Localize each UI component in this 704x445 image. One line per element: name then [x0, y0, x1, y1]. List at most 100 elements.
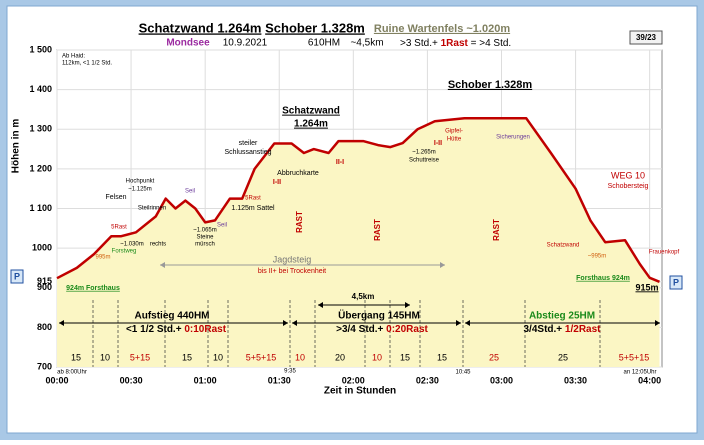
- segment-duration: 15: [437, 352, 447, 362]
- annotation: Seil: [217, 223, 227, 229]
- y-tick-label: 915: [37, 276, 52, 286]
- annotation: Schober 1.328m: [448, 79, 533, 91]
- annotation: I-II: [273, 179, 281, 186]
- profile-area: [57, 118, 660, 367]
- x-tick-label: 03:30: [564, 375, 587, 385]
- annotation: 1.264m: [294, 119, 328, 130]
- annotation: 924m Forsthaus: [66, 285, 120, 292]
- summary-time: 3/4Std.+ 1/2Rast: [524, 324, 602, 335]
- parking-box: [10, 269, 24, 284]
- annotation: Seil: [185, 189, 195, 195]
- profile-line: [56, 116, 660, 283]
- summary-title: Abstieg 25HM: [529, 311, 595, 322]
- summary-part: <1 1/2 Std.+: [126, 324, 182, 335]
- annotation: Forstweg: [112, 249, 137, 255]
- time-mark: ab 8:00Uhr: [57, 370, 87, 376]
- badge-box: [629, 30, 663, 45]
- segment-duration: 25: [558, 352, 568, 362]
- annotation: ~995m: [588, 254, 607, 260]
- summary-rest: 0:20Rast: [386, 324, 428, 335]
- x-tick-label: 02:30: [416, 375, 439, 385]
- annotation: ~1.125m: [128, 187, 152, 193]
- x-tick-label: 00:30: [120, 375, 143, 385]
- subtitle: 610HM: [308, 38, 340, 49]
- y-tick-label: 1 500: [29, 44, 52, 54]
- annotation: Schuttreise: [409, 158, 440, 164]
- badge: 39/23: [636, 33, 657, 42]
- subtitle: ~4,5km: [350, 38, 383, 49]
- title: Schober 1.328m: [265, 20, 365, 35]
- annotation: Steilrinnen: [138, 206, 166, 212]
- annotation: 5Rast: [111, 225, 127, 231]
- summary-time: <1 1/2 Std.+ 0:10Rast: [126, 324, 227, 335]
- segment-duration: 10: [372, 352, 382, 362]
- subtitle-part: 1Rast: [441, 38, 469, 49]
- summary-title: Übergang 145HM: [338, 309, 420, 322]
- y-tick-label: 1 400: [29, 84, 52, 94]
- annotation: Abbruchkarte: [277, 170, 319, 177]
- y-tick-label: 1000: [32, 243, 52, 253]
- segment-duration: 15: [182, 352, 192, 362]
- segment-duration: 15: [400, 352, 410, 362]
- summary-title: Aufstieg 440HM: [134, 311, 209, 322]
- subtitle-part: = >4 Std.: [471, 38, 512, 49]
- y-tick-label: 1 200: [29, 163, 52, 173]
- annotation: Gipfel-: [445, 129, 463, 135]
- summary-time: >3/4 Std.+ 0:20Rast: [336, 324, 428, 335]
- y-tick-label: 1 300: [29, 124, 52, 134]
- parking-box: [669, 275, 683, 290]
- annotation: 112km, <1 1/2 Std.: [62, 61, 112, 67]
- annotation: 1.125m Sattel: [231, 205, 275, 212]
- annotation: Hochpunkt: [126, 179, 155, 185]
- summary-rest: 0:10Rast: [184, 324, 226, 335]
- x-tick-label: 01:30: [268, 375, 291, 385]
- subtitle-part: >3 Std.+: [400, 38, 438, 49]
- segment-duration: 15: [71, 352, 81, 362]
- x-tick-label: 04:00: [638, 375, 661, 385]
- rest-label: RAST: [492, 219, 501, 241]
- annotation: Schatzwand: [547, 243, 580, 249]
- annotation: Frauenkopf: [649, 250, 680, 256]
- y-axis-label: Höhen in m: [11, 119, 22, 174]
- annotation: Felsen: [105, 194, 126, 201]
- annotation: Forsthaus 924m: [576, 275, 630, 282]
- annotation: WEG 10: [611, 170, 645, 180]
- annotation: bis II+ bei Trockenheit: [258, 268, 326, 275]
- y-tick-label: 800: [37, 322, 52, 332]
- subtitle: 10.9.2021: [223, 38, 268, 49]
- annotation: ~1.265m: [412, 150, 436, 156]
- annotation: ~1.065m: [193, 228, 217, 234]
- labels: ab 8:00Uhr 9:35 10:45 an 12:05Uhr RAST R…: [10, 54, 683, 376]
- segment-duration: 10: [295, 352, 305, 362]
- segment-duration: 5+15: [130, 352, 150, 362]
- annotation: mürsch: [195, 242, 215, 248]
- annotation: 5Rast: [245, 196, 261, 202]
- segment-duration: 20: [335, 352, 345, 362]
- annotation: ~1.030m: [120, 242, 144, 248]
- y-tick-label: 1 100: [29, 203, 52, 213]
- rest-label: RAST: [295, 211, 304, 233]
- annotation: steiler: [239, 140, 258, 147]
- y-tick-label: 900: [37, 282, 52, 292]
- annotation: rechts: [150, 242, 166, 248]
- annotation: Schlussanstieg: [224, 149, 271, 156]
- summary-part: >3/4 Std.+: [336, 324, 383, 335]
- segment-duration: 5+5+15: [246, 352, 277, 362]
- time-mark: 10:45: [455, 370, 471, 376]
- annotation: I-II: [434, 140, 442, 147]
- annotation: Schobersteig: [608, 183, 649, 190]
- segment-duration: 5+5+15: [619, 352, 650, 362]
- annotation: II-I: [336, 159, 344, 166]
- segment-duration: 10: [213, 352, 223, 362]
- time-mark: an 12:05Uhr: [623, 370, 656, 376]
- annotation: P: [14, 271, 20, 281]
- summary-rest: 1/2Rast: [565, 324, 601, 335]
- subtitle: Mondsee: [166, 38, 210, 49]
- annotation: Hütte: [447, 137, 462, 143]
- title: Schatzwand 1.264m: [139, 20, 262, 35]
- x-tick-label: 03:00: [490, 375, 513, 385]
- segment-duration: 10: [100, 352, 110, 362]
- rest-label: RAST: [373, 219, 382, 241]
- annotation: 995m: [95, 255, 110, 261]
- y-tick-label: 700: [37, 361, 52, 371]
